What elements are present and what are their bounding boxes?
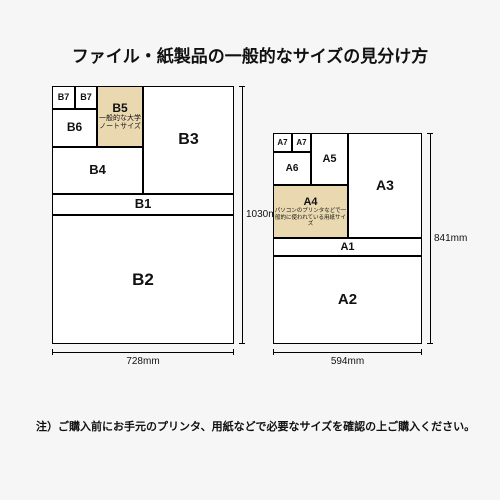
a-width-label: 594mm bbox=[273, 356, 422, 367]
b-height-dim-line bbox=[242, 86, 243, 344]
dim-tick bbox=[421, 349, 422, 355]
dim-tick bbox=[239, 343, 245, 344]
dim-tick bbox=[233, 349, 234, 355]
cell-b1: B1 bbox=[52, 194, 234, 215]
cell-b6: B6 bbox=[52, 109, 97, 147]
cell-b7a: B7 bbox=[52, 86, 75, 109]
dim-tick bbox=[273, 349, 274, 355]
dim-tick bbox=[427, 343, 433, 344]
dim-tick bbox=[239, 86, 245, 87]
cell-a5: A5 bbox=[311, 133, 348, 185]
cell-a2: A2 bbox=[273, 256, 422, 344]
cell-b5: B5一般的な大学ノートサイズ bbox=[97, 86, 143, 147]
cell-a3: A3 bbox=[348, 133, 422, 238]
cell-b4: B4 bbox=[52, 147, 143, 194]
cell-b2: B2 bbox=[52, 215, 234, 344]
cell-a1: A1 bbox=[273, 238, 422, 256]
cell-a7a: A7 bbox=[273, 133, 292, 152]
dim-tick bbox=[427, 133, 433, 134]
b-width-dim-line bbox=[52, 352, 234, 353]
cell-a4: A4パソコンのプリンタなどで一般的に使われている用紙サイズ bbox=[273, 185, 348, 238]
a-height-dim-line bbox=[430, 133, 431, 344]
cell-a7b: A7 bbox=[292, 133, 311, 152]
a-height-label: 841mm bbox=[434, 233, 467, 244]
a-width-dim-line bbox=[273, 352, 422, 353]
a-series-diagram: A2A1A3A4パソコンのプリンタなどで一般的に使われている用紙サイズA5A6A… bbox=[273, 133, 422, 344]
b-series-diagram: B2B1B3B4B5一般的な大学ノートサイズB6B7B7 bbox=[52, 86, 234, 344]
cell-a6: A6 bbox=[273, 152, 311, 185]
b-width-label: 728mm bbox=[52, 356, 234, 367]
dim-tick bbox=[52, 349, 53, 355]
cell-b7b: B7 bbox=[75, 86, 97, 109]
cell-b3: B3 bbox=[143, 86, 234, 194]
page-title: ファイル・紙製品の一般的なサイズの見分け方 bbox=[0, 42, 500, 67]
footer-note: 注）ご購入前にお手元のプリンタ、用紙などで必要なサイズを確認の上ご購入ください。 bbox=[36, 418, 500, 434]
